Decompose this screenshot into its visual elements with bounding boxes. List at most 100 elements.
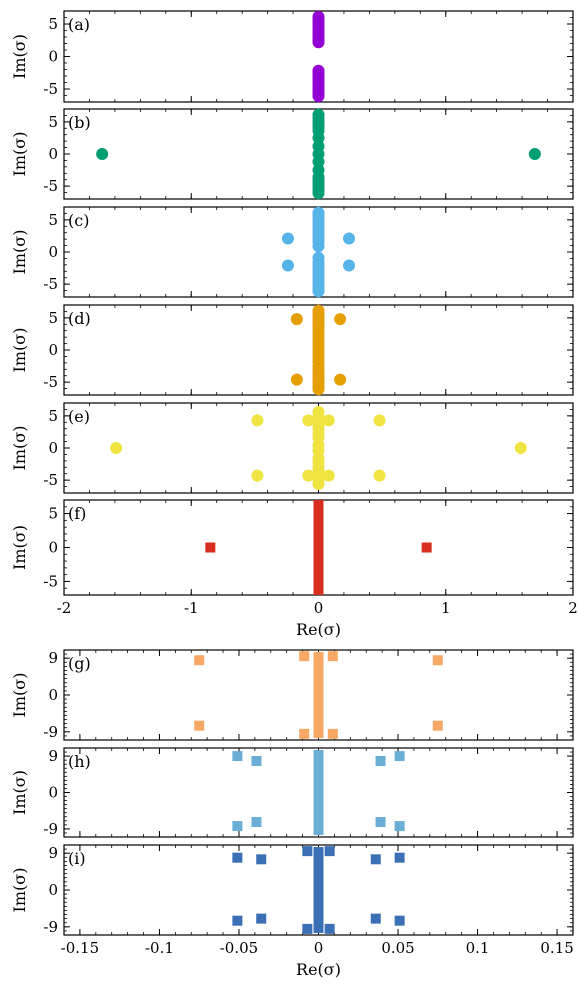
x-tick-label: 0.15 [540, 939, 573, 957]
eigenvalue-point [370, 854, 381, 865]
eigenvalue-point [373, 469, 386, 482]
y-axis-title: Im(σ) [10, 426, 29, 471]
eigenvalue-point [251, 414, 264, 427]
eigenvalue-point [302, 414, 315, 427]
eigenvalue-column [313, 652, 324, 738]
eigenvalue-point [373, 414, 386, 427]
y-tick-label: -5 [43, 373, 58, 391]
panel-f: 5 0 -5 Im(σ) (f) -2 -1 0 1 2 Re(σ) [10, 499, 578, 639]
eigenvalue-point [421, 542, 432, 553]
panel-h: 9 0 -9 Im(σ) (h) [10, 747, 574, 838]
eigenvalue-point [194, 720, 205, 731]
x-tick-label: -0.05 [220, 939, 258, 957]
eigenvalue-point [194, 655, 205, 666]
x-tick-label: 2 [568, 599, 578, 617]
eigenvalue-point [375, 817, 386, 828]
y-tick-label: 5 [48, 211, 58, 229]
eigenvalue-point [394, 751, 405, 762]
y-tick-label: 0 [48, 539, 58, 557]
eigenvalue-point [251, 469, 264, 482]
panel-d: 5 0 -5 Im(σ) (d) [10, 304, 574, 396]
eigenvalue-point [312, 240, 325, 253]
eigenvalue-point [312, 36, 325, 49]
panel-a: 5 0 -5 Im(σ) (a) [10, 10, 574, 103]
panel-label: (i) [68, 849, 86, 868]
eigenvalue-point [302, 469, 315, 482]
y-axis-title: Im(σ) [10, 673, 29, 718]
y-axis-title: Im(σ) [10, 868, 29, 913]
eigenvalue-point [327, 651, 338, 662]
y-tick-label: -5 [43, 80, 58, 98]
eigenvalue-point [251, 817, 262, 828]
eigenvalue-point [232, 915, 243, 926]
y-tick-label: 0 [48, 686, 58, 704]
panel-label: (d) [68, 309, 91, 328]
eigenvalue-point [432, 655, 443, 666]
y-tick-label: 5 [48, 309, 58, 327]
panel-b: 5 0 -5 Im(σ) (b) [10, 108, 574, 200]
panel-c: 5 0 -5 Im(σ) (c) [10, 206, 574, 298]
y-axis-title: Im(σ) [10, 770, 29, 815]
panel-label: (e) [68, 407, 90, 426]
y-tick-label: 0 [48, 881, 58, 899]
eigenvalue-point [312, 383, 325, 396]
y-tick-label: -5 [43, 471, 58, 489]
eigenvalue-point [324, 846, 335, 857]
eigenvalue-point [432, 720, 443, 731]
eigenvalue-point [110, 442, 123, 454]
eigenvalue-point [528, 148, 541, 160]
y-axis-title: Im(σ) [10, 230, 29, 275]
eigenvalue-point [232, 821, 243, 832]
eigenvalue-point [312, 187, 325, 200]
eigenvalue-point [312, 131, 325, 144]
y-tick-label: 9 [48, 747, 58, 765]
y-tick-label: 9 [48, 649, 58, 667]
eigenvalue-point [312, 285, 325, 298]
y-tick-label: 5 [48, 113, 58, 131]
eigenvalue-point [205, 542, 216, 553]
x-tick-label: 0 [314, 599, 324, 617]
eigenvalue-point [96, 148, 109, 160]
x-tick-label: 1 [441, 599, 451, 617]
y-tick-label: 9 [48, 844, 58, 862]
eigenvalue-point [232, 852, 243, 863]
eigenvalue-point [312, 155, 325, 168]
eigenvalue-point [394, 821, 405, 832]
panel-g: 9 0 -9 Im(σ) (g) [10, 649, 574, 741]
y-tick-label: 0 [48, 48, 58, 66]
y-tick-label: -5 [43, 572, 58, 590]
y-axis-title: Im(σ) [10, 34, 29, 79]
y-tick-label: -5 [43, 177, 58, 195]
panel-label: (a) [68, 15, 90, 34]
eigenvalue-point [514, 442, 527, 454]
panel-label: (c) [68, 211, 89, 230]
eigenvalue-point [232, 751, 243, 762]
y-tick-label: 0 [48, 243, 58, 261]
eigenvalue-point [299, 728, 310, 739]
eigenvalue-point [343, 232, 356, 245]
eigenvalue-point [256, 913, 267, 924]
eigenvalue-point [394, 915, 405, 926]
eigenvalue-column [313, 500, 324, 595]
panel-label: (g) [68, 654, 91, 673]
panel-i: 9 0 -9 Im(σ) (i) -0.15 -0.1 -0.05 0 0.05 0.1 0.15 Re… [10, 844, 574, 979]
x-axis-title: Re(σ) [296, 960, 341, 979]
x-tick-label: 0.1 [466, 939, 490, 957]
eigenvalue-point [322, 414, 335, 427]
y-tick-label: 5 [48, 15, 58, 33]
panel-e: 5 0 -5 Im(σ) (e) [10, 402, 574, 494]
eigenvalue-point [312, 478, 325, 490]
panel-label: (h) [68, 752, 91, 771]
y-tick-label: -9 [43, 723, 58, 741]
eigenvalue-point [256, 854, 267, 865]
eigenvalue-point [281, 259, 294, 272]
eigenvalue-point [302, 846, 313, 857]
eigenvalue-point [327, 728, 338, 739]
panel-label: (f) [68, 504, 86, 523]
y-axis-title: Im(σ) [10, 132, 29, 177]
eigenvalue-point [281, 232, 294, 245]
eigenvalue-point [290, 373, 303, 386]
y-tick-label: 0 [48, 784, 58, 802]
eigenvalue-point [334, 313, 347, 326]
